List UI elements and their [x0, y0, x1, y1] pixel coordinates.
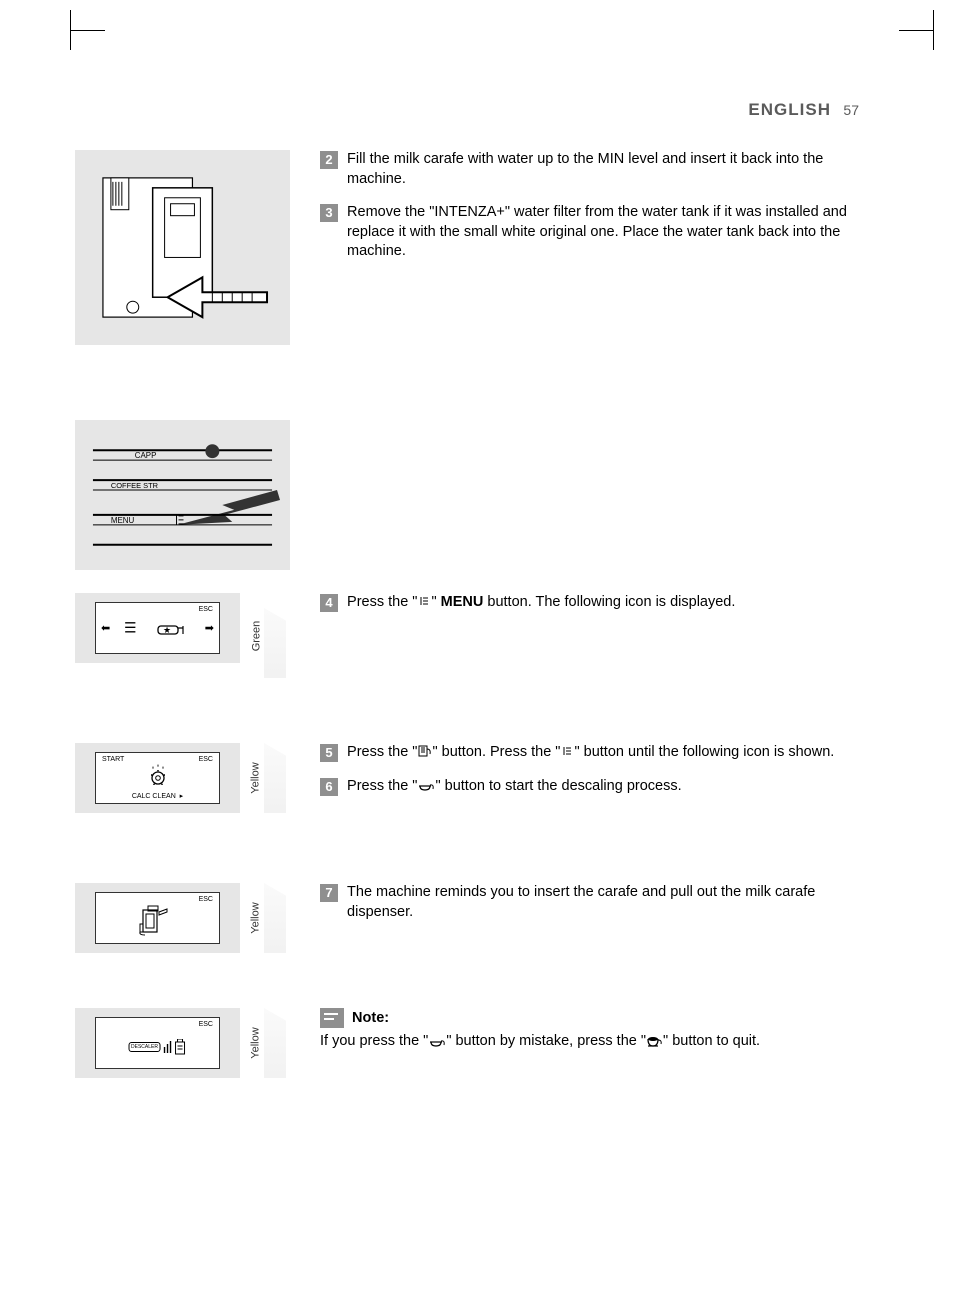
screen-calcclean-label: CALC CLEAN ▸: [132, 792, 183, 800]
illustration-machine-arrow: [75, 150, 290, 345]
step-5: 5 Press the " " button. Press the " " butt…: [320, 743, 879, 763]
control-panel-icon: CAPP COFFEE STR MENU: [83, 428, 282, 562]
step-2-text: Fill the milk carafe with water up to th…: [347, 150, 876, 189]
step-7: 7 The machine reminds you to insert the …: [320, 883, 879, 922]
row-step-4: ESC ⬅ ☰ ★ ➡ Green: [75, 578, 879, 663]
step-number: 3: [320, 204, 338, 222]
note-pre: If you press the ": [320, 1033, 428, 1049]
svg-text:MENU: MENU: [111, 516, 135, 525]
screen-carafe: ESC: [95, 892, 220, 944]
tray-handle-icon: [429, 1035, 445, 1049]
page-header: ENGLISH 57: [75, 100, 879, 120]
color-label-green: Green: [250, 620, 262, 651]
page-body: ENGLISH 57: [0, 0, 954, 1166]
menu-list-icon: [561, 745, 573, 759]
step-4-post: ": [431, 594, 440, 610]
menu-list-icon: [418, 595, 430, 609]
screen-descaler: ESC DESCALER: [95, 1017, 220, 1069]
illustration-screen-calcclean: START ESC CALC CLEAN ▸: [75, 743, 240, 813]
screen-calcclean: START ESC CALC CLEAN ▸: [95, 752, 220, 804]
svg-text:COFFEE STR: COFFEE STR: [111, 481, 159, 490]
step-4: 4 Press the " " MENU button. The followin…: [320, 593, 879, 613]
gear-drops-icon: [146, 764, 170, 788]
color-label-yellow: Yellow: [250, 902, 262, 933]
machine-diagram-icon: [83, 158, 282, 337]
step-5-text: Press the " " button. Press the " " button…: [347, 743, 876, 763]
color-label-yellow: Yellow: [250, 762, 262, 793]
step-number: 7: [320, 884, 338, 902]
cup-handle-icon: [647, 1035, 662, 1049]
svg-text:★: ★: [163, 625, 171, 635]
tray-star-icon: ★: [156, 618, 184, 636]
step-number: 2: [320, 151, 338, 169]
carafe-dispenser-icon: [138, 904, 178, 938]
step-5-mid: " button. Press the ": [432, 744, 560, 760]
screen-esc-label: ESC: [199, 896, 213, 903]
step-4-bold: MENU: [441, 594, 484, 610]
row-step-7: ESC: [75, 883, 879, 953]
note-label: Note:: [352, 1010, 389, 1026]
illustration-screen-menu: ESC ⬅ ☰ ★ ➡: [75, 593, 240, 663]
step-number: 6: [320, 778, 338, 796]
step-number: 5: [320, 744, 338, 762]
step-3: 3 Remove the "INTENZA+" water filter fro…: [320, 203, 879, 262]
step-number: 4: [320, 594, 338, 612]
row-steps-5-6: START ESC CALC CLEAN ▸: [75, 743, 879, 813]
tray-handle-icon: [418, 779, 434, 793]
row-steps-2-3: 2 Fill the milk carafe with water up to …: [75, 150, 879, 350]
step-7-text: The machine reminds you to insert the ca…: [347, 883, 876, 922]
illustration-screen-carafe: ESC: [75, 883, 240, 953]
screen-esc-label: ESC: [199, 756, 213, 763]
page-number: 57: [843, 102, 859, 118]
page-handle-icon: [418, 745, 431, 759]
note-text: If you press the " " button by mistake, p…: [320, 1032, 879, 1052]
step-6-text: Press the " " button to start the descali…: [347, 777, 876, 797]
screen-esc-label: ESC: [199, 1021, 213, 1028]
row-note: ESC DESCALER Yellow Note:: [75, 1008, 879, 1078]
level-bars-icon: [163, 1039, 173, 1055]
tank-icon: [175, 1039, 187, 1055]
step-2: 2 Fill the milk carafe with water up to …: [320, 150, 879, 189]
step-5-pre: Press the ": [347, 744, 417, 760]
step-4-tail: button. The following icon is displayed.: [483, 594, 735, 610]
descaler-glyphs: DESCALER: [128, 1039, 187, 1055]
note-mid: " button by mistake, press the ": [446, 1033, 646, 1049]
illustration-control-panel: CAPP COFFEE STR MENU: [75, 420, 290, 570]
descaler-tag: DESCALER: [128, 1042, 161, 1052]
step-6: 6 Press the " " button to start the desca…: [320, 777, 879, 797]
right-arrow-icon: ➡: [205, 622, 214, 635]
step-4-pre: Press the ": [347, 594, 417, 610]
color-label-yellow: Yellow: [250, 1027, 262, 1058]
header-language: ENGLISH: [748, 100, 831, 119]
step-5-tail: " button until the following icon is sho…: [574, 744, 834, 760]
left-arrow-icon: ⬅: [101, 622, 110, 635]
step-3-text: Remove the "INTENZA+" water filter from …: [347, 203, 876, 262]
step-6-tail: " button to start the descaling process.: [435, 778, 681, 794]
illustration-screen-descaler: ESC DESCALER: [75, 1008, 240, 1078]
step-6-pre: Press the ": [347, 778, 417, 794]
screen-esc-label: ESC: [199, 606, 213, 613]
screen-start-label: START: [102, 756, 124, 763]
step-4-text: Press the " " MENU button. The following …: [347, 593, 876, 613]
svg-text:CAPP: CAPP: [135, 451, 157, 460]
note-tail: " button to quit.: [663, 1033, 760, 1049]
list-icon: ☰: [124, 620, 137, 637]
screen-menu: ESC ⬅ ☰ ★ ➡: [95, 602, 220, 654]
note-icon: [320, 1008, 344, 1028]
note-block: Note:: [320, 1008, 879, 1028]
row-menu-panel: CAPP COFFEE STR MENU: [75, 380, 879, 570]
